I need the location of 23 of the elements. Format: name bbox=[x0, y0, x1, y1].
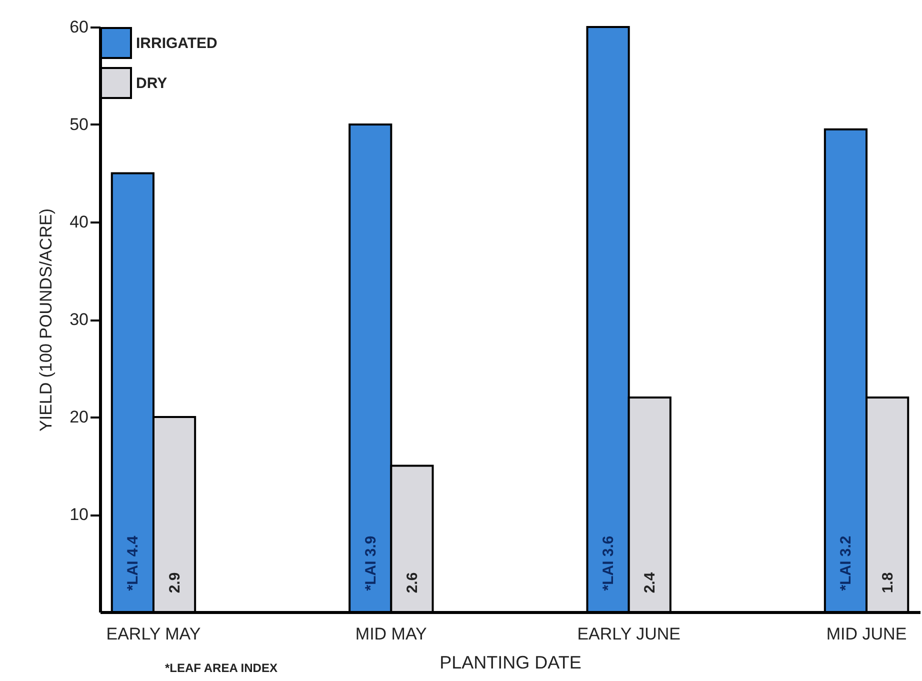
annotation: 1.8 bbox=[879, 572, 896, 594]
annotation: 2.6 bbox=[404, 572, 421, 594]
legend-label: DRY bbox=[136, 75, 168, 92]
y-tick-label: 20 bbox=[70, 408, 88, 426]
y-axis-title: YIELD (100 POUNDS/ACRE) bbox=[36, 208, 56, 432]
y-tick-label: 60 bbox=[70, 18, 88, 36]
y-tick-label: 30 bbox=[70, 310, 88, 329]
x-tick-label: MID MAY bbox=[355, 624, 427, 644]
annotation: *LAI 3.2 bbox=[838, 536, 855, 591]
legend-label: IRRIGATED bbox=[136, 35, 218, 52]
annotation: *LAI 4.4 bbox=[124, 535, 142, 591]
x-tick-label: EARLY JUNE bbox=[577, 624, 680, 644]
y-tick-label: 10 bbox=[70, 505, 88, 524]
annotation: *LAI 3.6 bbox=[600, 536, 618, 591]
x-tick-label: MID JUNE bbox=[826, 624, 907, 644]
annotation: 2.9 bbox=[166, 572, 184, 594]
annotation: 2.4 bbox=[642, 572, 659, 594]
x-tick-label: EARLY MAY bbox=[106, 624, 201, 644]
y-tick-label: 40 bbox=[70, 212, 88, 232]
y-tick-label: 50 bbox=[70, 115, 88, 134]
annotation: *LAI 3.9 bbox=[362, 536, 380, 591]
x-axis-title: PLANTING DATE bbox=[440, 652, 582, 672]
text: *LEAF AREA INDEX bbox=[165, 661, 278, 675]
